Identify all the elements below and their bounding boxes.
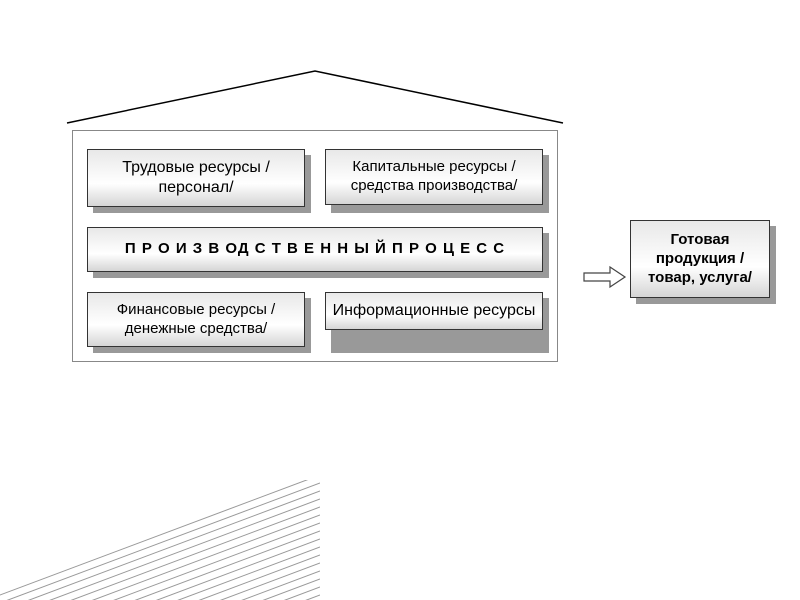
information-resources-label: Информационные ресурсы <box>325 292 543 330</box>
financial-resources-box: Финансовые ресурсы /денежные средства/ <box>87 292 305 348</box>
capital-resources-label: Капитальные ресурсы /средства производст… <box>325 149 543 205</box>
roof-shape <box>65 65 565 125</box>
corner-hatch-decoration <box>0 480 320 600</box>
production-process-label: П Р О И З В ОД С Т В Е Н Н Ы Й П Р О Ц Е… <box>87 227 543 272</box>
information-resources-box: Информационные ресурсы <box>325 292 543 348</box>
production-process-box: П Р О И З В ОД С Т В Е Н Н Ы Й П Р О Ц Е… <box>87 227 543 272</box>
labor-resources-box: Трудовые ресурсы /персонал/ <box>87 149 305 207</box>
bottom-row: Финансовые ресурсы /денежные средства/ И… <box>87 292 543 348</box>
output-label: Готовая продукция /товар, услуга/ <box>630 220 770 298</box>
labor-resources-label: Трудовые ресурсы /персонал/ <box>87 149 305 207</box>
top-row: Трудовые ресурсы /персонал/ Капитальные … <box>87 149 543 207</box>
financial-resources-label: Финансовые ресурсы /денежные средства/ <box>87 292 305 348</box>
house-body: Трудовые ресурсы /персонал/ Капитальные … <box>72 130 558 362</box>
output-box: Готовая продукция /товар, услуга/ <box>630 220 770 298</box>
house-diagram: Трудовые ресурсы /персонал/ Капитальные … <box>65 65 565 362</box>
output-arrow-icon <box>582 265 627 289</box>
capital-resources-box: Капитальные ресурсы /средства производст… <box>325 149 543 207</box>
